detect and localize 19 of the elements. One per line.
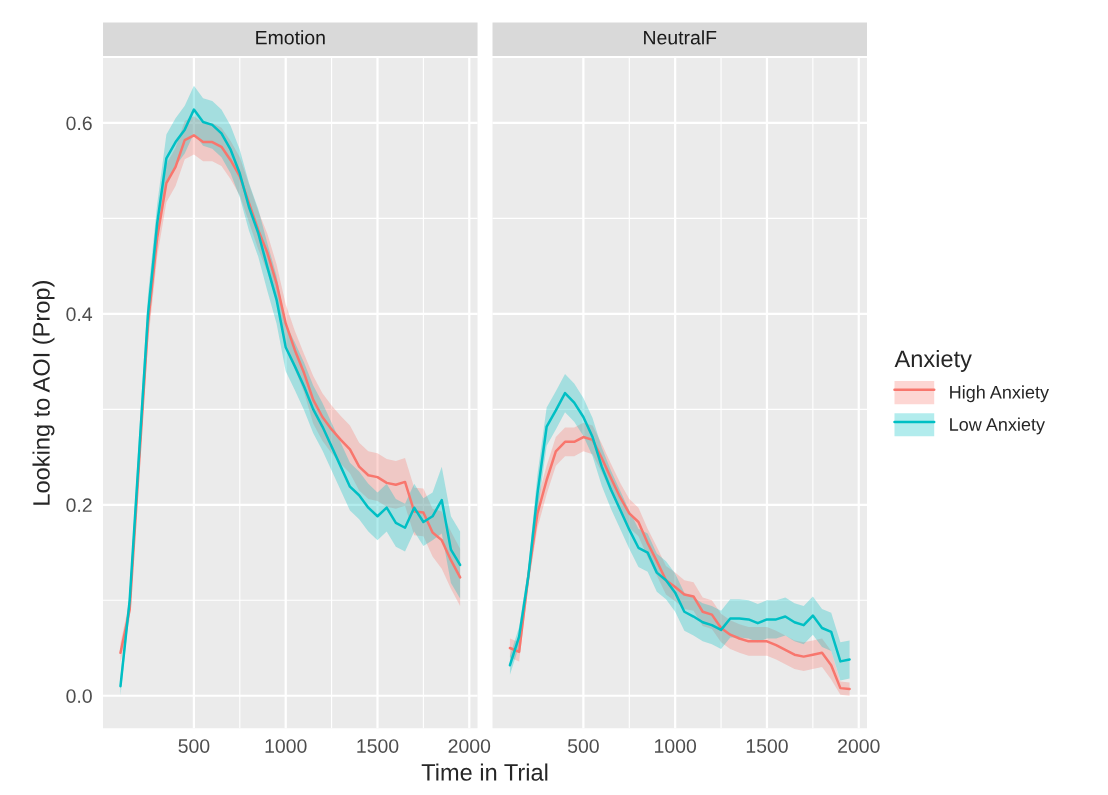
x-tick-label: 1500 [746, 739, 788, 753]
x-tick-label: 1000 [265, 739, 307, 753]
y-tick-label: 0.2 [66, 498, 92, 513]
chart-title: NeutralF [644, 30, 717, 45]
x-axis-title: Time in Trial [421, 763, 548, 781]
x-tick-label: 500 [567, 739, 599, 753]
x-tick-label: 1000 [655, 739, 697, 753]
x-tick-label: 2000 [838, 739, 880, 753]
legend-title: Anxiety [894, 349, 972, 372]
y-tick-label: 0.4 [66, 307, 93, 322]
legend-label: Low Anxiety [950, 417, 1045, 435]
y-tick-label: 0.0 [66, 689, 92, 703]
x-tick-label: 500 [178, 739, 210, 753]
chart-title: Emotion [256, 30, 325, 45]
y-tick-label: 0.6 [66, 116, 92, 131]
legend-label: High Anxiety [950, 385, 1049, 403]
y-axis-title: Looking to AOI (Prop) [32, 281, 55, 505]
x-tick-label: 1500 [357, 739, 399, 753]
x-tick-label: 2000 [448, 739, 491, 753]
